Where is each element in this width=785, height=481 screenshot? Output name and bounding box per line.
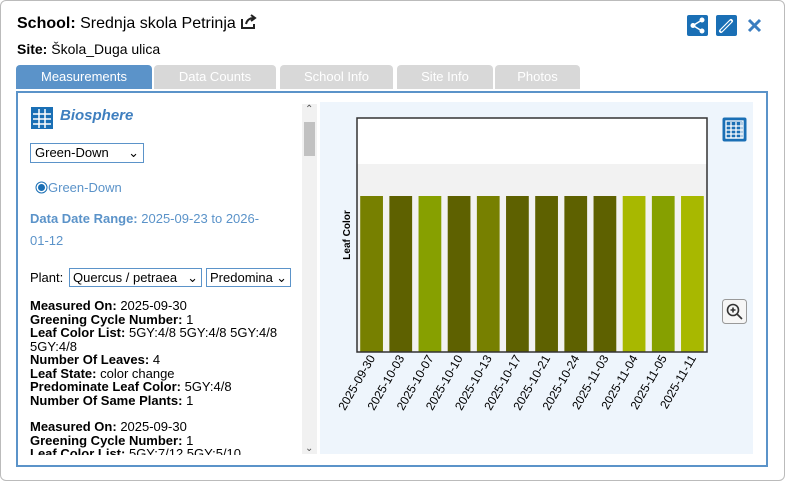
field-label: Leaf Color List:	[30, 446, 126, 455]
tab[interactable]: Site Info	[397, 65, 493, 89]
plot-band	[357, 164, 707, 352]
date-range: Data Date Range: 2025-09-23 to 2026-01-1…	[30, 208, 260, 252]
table-icon	[31, 107, 53, 129]
field-value: 1	[186, 432, 194, 448]
field-value: 5GY:4/8 5GY:4/8 5GY:4/8 5GY:4/8	[30, 325, 278, 354]
site-line: Site: Škola_Duga ulica	[17, 41, 160, 57]
record-field: Greening Cycle Number: 1	[30, 311, 300, 327]
plant-select[interactable]: Quercus / petraea ⌄	[69, 268, 202, 287]
plant-label: Plant:	[30, 270, 64, 285]
field-value: color change	[100, 365, 175, 381]
site-label: Site:	[17, 41, 48, 57]
field-value: 2025-09-30	[120, 419, 187, 434]
field-label: Greening Cycle Number:	[30, 432, 183, 448]
field-label: Measured On:	[30, 419, 117, 434]
plot-frame	[356, 117, 708, 353]
field-value: 1	[186, 392, 194, 408]
bar	[476, 196, 500, 352]
bar	[651, 196, 675, 352]
tab[interactable]: Data Counts	[154, 65, 276, 89]
field-label: Predominate Leaf Color:	[30, 379, 181, 394]
chart: Leaf Color 2025-09-302025-10-032025-10-0…	[335, 117, 708, 413]
bar	[593, 196, 617, 352]
field-label: Leaf State:	[30, 365, 97, 381]
site-name: Škola_Duga ulica	[51, 41, 161, 57]
field-label: Greening Cycle Number:	[30, 311, 183, 327]
record: Measured On: 2025-09-30 Greening Cycle Nu…	[30, 420, 300, 455]
bar	[418, 196, 442, 352]
record-field: Measured On: 2025-09-30	[30, 420, 300, 434]
open-icon[interactable]	[240, 14, 258, 30]
school-name: Srednja skola Petrinja	[80, 15, 236, 32]
field-value: 5GY:4/8	[184, 379, 232, 394]
bar	[564, 196, 588, 352]
predominant-select[interactable]: Predomina ⌄	[206, 268, 291, 287]
bar	[389, 196, 413, 352]
record: Measured On: 2025-09-30 Greening Cycle Nu…	[30, 299, 300, 407]
predominant-select-text: Predomina	[210, 270, 273, 285]
header-icons	[687, 15, 762, 36]
radio-label: Green-Down	[48, 180, 122, 195]
date-range-value: 2025-09-23 to 2026-01-12	[30, 211, 260, 248]
bar	[622, 196, 646, 352]
field-value: 2025-09-30	[120, 299, 187, 313]
share-button[interactable]	[687, 15, 708, 36]
records: Measured On: 2025-09-30 Greening Cycle Nu…	[30, 299, 300, 455]
tab[interactable]: Measurements	[16, 65, 152, 89]
record-field: Number Of Leaves: 4	[30, 353, 300, 367]
record-field: Leaf State: color change	[30, 365, 300, 381]
record-field: Leaf Color List: 5GY:7/12 5GY:5/10	[30, 447, 300, 455]
record-field: Predominate Leaf Color: 5GY:4/8	[30, 380, 300, 394]
tab[interactable]: School Info	[280, 65, 393, 89]
record-field: Greening Cycle Number: 1	[30, 432, 300, 448]
plant-select-text: Quercus / petraea	[73, 270, 178, 285]
field-value: 5GY:7/12 5GY:5/10	[128, 446, 241, 455]
record-field: Number Of Same Plants: 1	[30, 392, 300, 408]
date-range-label: Data Date Range:	[30, 211, 138, 226]
field-label: Measured On:	[30, 299, 117, 313]
bar	[506, 196, 529, 352]
scrollbar[interactable]: ⌃ ⌄	[302, 104, 317, 454]
radio-option[interactable]: Green-Down	[35, 180, 122, 195]
field-label: Leaf Color List:	[30, 325, 126, 340]
tab[interactable]: Photos	[495, 65, 580, 89]
zoom-button[interactable]	[722, 299, 747, 324]
bar	[535, 196, 558, 352]
y-axis-label: Leaf Color	[342, 210, 353, 260]
table-view-button[interactable]	[722, 117, 747, 142]
field-value: 1	[186, 311, 194, 327]
school-line: School: Srednja skola Petrinja	[17, 14, 258, 33]
section-title: Biosphere	[60, 107, 134, 124]
field-label: Number Of Leaves:	[30, 352, 150, 367]
panel	[16, 91, 768, 467]
bar	[681, 196, 704, 352]
record-field: Measured On: 2025-09-30	[30, 299, 300, 313]
field-value: 4	[152, 352, 161, 367]
school-label: School:	[17, 15, 76, 32]
type-select[interactable]: Green-Down ⌄	[30, 143, 144, 163]
record-field: Leaf Color List: 5GY:4/8 5GY:4/8 5GY:4/8…	[30, 326, 300, 353]
select-text: Green-Down	[35, 145, 109, 160]
bar	[360, 196, 383, 352]
field-label: Number Of Same Plants:	[30, 392, 183, 408]
close-button[interactable]	[747, 18, 762, 33]
bar	[447, 196, 471, 352]
